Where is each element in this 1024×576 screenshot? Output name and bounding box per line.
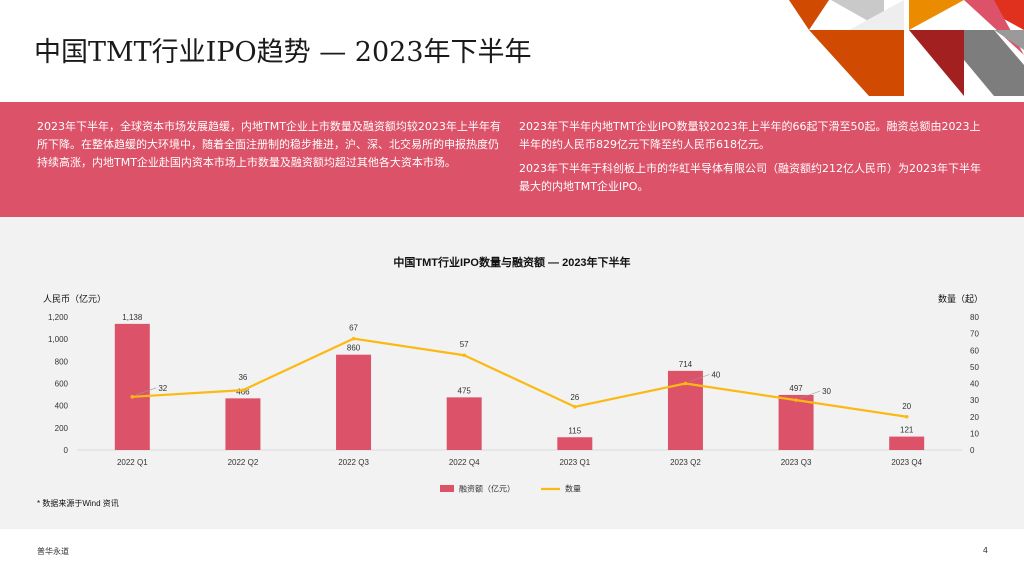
bar (336, 354, 372, 450)
chart-title: 中国TMT行业IPO数量与融资额 — 2023年下半年 (393, 255, 630, 269)
count-value-label: 20 (902, 402, 911, 411)
summary-left: 2023年下半年，全球资本市场发展趋缓，内地TMT企业上市数量及融资额均较202… (37, 118, 507, 178)
y2-tick-label: 10 (970, 429, 979, 438)
bar (557, 437, 593, 450)
footer-brand: 普华永道 (37, 547, 69, 556)
legend-bar-label: 融资额（亿元） (459, 484, 515, 494)
summary-paragraph: 2023年下半年于科创板上市的华虹半导体有限公司（融资额约212亿人民币）为20… (519, 162, 981, 193)
bar (446, 397, 482, 450)
y2-tick-label: 30 (970, 396, 979, 405)
count-value-label: 57 (460, 340, 469, 349)
bar (889, 436, 925, 450)
decorative-triangles (789, 0, 1024, 96)
summary-paragraph: 2023年下半年，全球资本市场发展趋缓，内地TMT企业上市数量及融资额均较202… (37, 120, 501, 169)
bar-value-label: 497 (789, 384, 803, 393)
summary-paragraph: 2023年下半年内地TMT企业IPO数量较2023年上半年的66起下滑至50起。… (519, 120, 981, 151)
chart-panel: 中国TMT行业IPO数量与融资额 — 2023年下半年人民币（亿元） 数量（起） 0… (0, 217, 1024, 529)
x-tick-label: 2023 Q4 (891, 458, 922, 467)
count-point (462, 353, 466, 358)
x-tick-label: 2022 Q1 (117, 458, 148, 467)
count-value-label: 40 (711, 371, 720, 380)
x-tick-label: 2022 Q3 (338, 458, 369, 467)
count-point (683, 381, 688, 386)
bar (225, 398, 261, 450)
count-value-label: 30 (822, 387, 831, 396)
legend-line-label: 数量 (565, 484, 581, 494)
y-tick-label: 400 (55, 402, 69, 411)
count-value-label: 26 (570, 393, 579, 402)
count-value-label: 32 (158, 384, 167, 393)
bar-value-label: 475 (458, 386, 472, 395)
bar-value-label: 714 (679, 360, 693, 369)
count-line (132, 337, 907, 418)
count-point (351, 336, 356, 341)
x-tick-label: 2022 Q4 (449, 458, 480, 467)
y2-tick-label: 50 (970, 363, 979, 372)
x-tick-label: 2023 Q3 (781, 458, 812, 467)
y-tick-label: 1,200 (48, 313, 69, 322)
y-tick-label: 1,000 (48, 335, 69, 344)
summary-right: 2023年下半年内地TMT企业IPO数量较2023年上半年的66起下滑至50起。… (519, 118, 987, 202)
y2-tick-label: 20 (970, 413, 979, 422)
legend-bar-swatch (440, 485, 454, 492)
bar-value-label: 1,138 (122, 313, 143, 322)
count-point (794, 398, 798, 402)
y-tick-label: 600 (55, 380, 69, 389)
count-label-leader (799, 390, 821, 399)
y-tick-label: 800 (55, 357, 69, 366)
bar-value-label: 860 (347, 344, 361, 353)
bar-value-label: 115 (568, 426, 581, 435)
page-number: 4 (982, 546, 988, 555)
y2-tick-label: 0 (970, 446, 975, 455)
count-point (130, 395, 135, 399)
bar (778, 394, 814, 450)
count-point (241, 388, 245, 392)
summary-band: 2023年下半年，全球资本市场发展趋缓，内地TMT企业上市数量及融资额均较202… (0, 102, 1024, 217)
x-tick-label: 2023 Q2 (670, 458, 701, 467)
x-tick-label: 2022 Q2 (228, 458, 259, 467)
bar (114, 323, 150, 450)
y-tick-label: 200 (55, 424, 69, 433)
y-axis-title: 人民币（亿元） (43, 293, 106, 304)
y2-tick-label: 70 (970, 330, 979, 339)
x-tick-label: 2023 Q1 (559, 458, 590, 467)
count-label-leader (689, 374, 710, 382)
y2-axis-title: 数量（起） (938, 293, 983, 304)
source-note: * 数据来源于Wind 资讯 (37, 498, 119, 508)
count-value-label: 36 (238, 373, 247, 382)
count-point (904, 414, 909, 419)
count-point (573, 404, 577, 409)
y-tick-label: 0 (64, 446, 69, 455)
count-label-leader (136, 387, 157, 396)
count-value-label: 67 (349, 324, 358, 333)
y2-tick-label: 40 (970, 380, 979, 389)
y2-tick-label: 80 (970, 313, 979, 322)
y2-tick-label: 60 (970, 346, 979, 355)
page-title: 中国TMT行业IPO趋势 — 2023年下半年 (34, 37, 532, 68)
bar-value-label: 121 (900, 426, 914, 435)
